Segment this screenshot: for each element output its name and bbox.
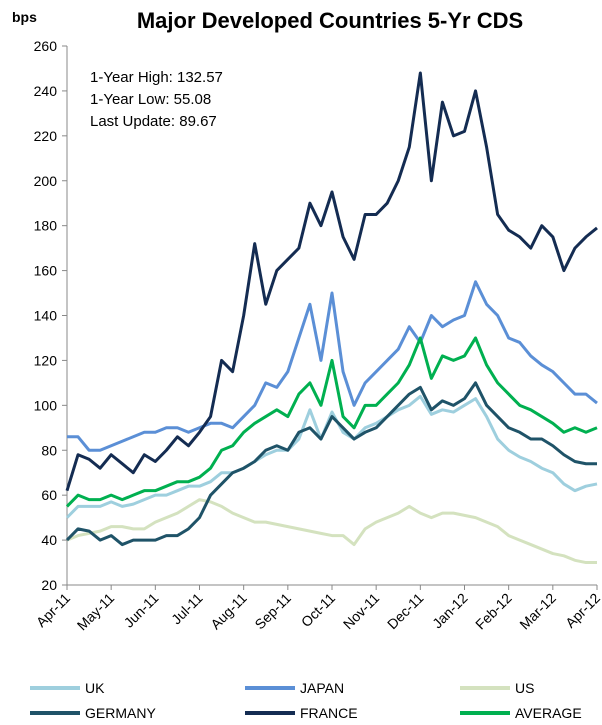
y-tick-label: 100 — [34, 397, 58, 413]
y-tick-label: 40 — [41, 532, 57, 548]
y-tick-label: 220 — [34, 128, 58, 144]
series-line — [65, 381, 597, 547]
x-tick-label: Sep-11 — [251, 590, 294, 633]
y-tick-label: 180 — [34, 218, 58, 234]
x-tick-label: Jun-11 — [121, 590, 162, 631]
y-axis-label: bps — [12, 9, 37, 25]
y-tick-label: 240 — [34, 83, 58, 99]
annotation: 1-Year Low: 55.08 — [90, 91, 211, 108]
x-tick-label: Nov-11 — [340, 590, 383, 633]
x-tick-label: Jan-12 — [429, 590, 471, 632]
y-tick-label: 80 — [41, 442, 57, 458]
series-line — [65, 336, 598, 508]
series-line — [65, 71, 598, 492]
x-tick-label: Dec-11 — [384, 590, 427, 633]
x-tick-label: Oct-11 — [298, 590, 338, 630]
y-tick-label: 160 — [34, 263, 58, 279]
legend-label: GERMANY — [85, 705, 156, 720]
annotation: Last Update: 89.67 — [90, 113, 217, 130]
x-tick-label: Apr-12 — [562, 590, 602, 631]
y-tick-label: 60 — [41, 487, 57, 503]
legend-label: AVERAGE — [515, 705, 582, 720]
x-tick-label: Feb-12 — [472, 590, 515, 633]
legend-label: FRANCE — [300, 705, 358, 720]
series-line — [67, 280, 598, 452]
y-tick-label: 200 — [34, 173, 58, 189]
x-tick-label: Mar-12 — [516, 590, 559, 633]
y-tick-label: 140 — [34, 308, 58, 324]
legend-label: JAPAN — [300, 680, 344, 696]
legend-label: US — [515, 680, 534, 696]
legend-label: UK — [85, 680, 105, 696]
chart-title: Major Developed Countries 5-Yr CDS — [137, 8, 523, 33]
series-line — [65, 394, 598, 519]
series-line — [66, 498, 597, 565]
x-tick-label: Apr-11 — [33, 590, 73, 630]
x-tick-label: Jul-11 — [168, 590, 206, 628]
x-tick-label: May-11 — [74, 590, 118, 634]
x-tick-label: Aug-11 — [207, 590, 250, 633]
y-tick-label: 260 — [34, 38, 58, 54]
y-tick-label: 120 — [34, 352, 58, 368]
y-tick-label: 20 — [41, 577, 57, 593]
annotation: 1-Year High: 132.57 — [90, 69, 223, 86]
